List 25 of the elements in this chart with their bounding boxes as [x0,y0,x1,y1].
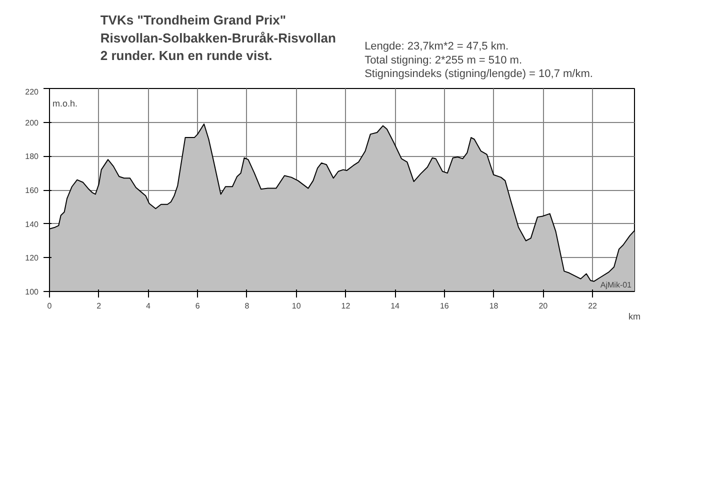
x-tick-label: 6 [195,302,200,310]
y-tick-label: 220 [25,88,40,96]
y-tick-label: 140 [25,220,40,229]
y-axis-title: m.o.h. [52,98,78,108]
x-tick-label: 12 [341,302,351,310]
x-tick-label: 20 [538,302,548,310]
x-tick-label: 8 [244,302,250,310]
y-tick-label: 180 [25,152,40,162]
x-tick-label: 4 [146,302,152,310]
x-tick-label: 0 [47,302,52,310]
x-tick-label: 16 [440,302,450,310]
x-tick-label: 14 [390,302,400,310]
y-tick-label: 160 [25,186,40,195]
x-axis-title: km [628,312,640,322]
y-tick-label: 100 [25,288,40,296]
annotation: AjMik-01 [600,280,632,290]
y-tick-label: 200 [25,118,40,128]
chart-title: TVKs "Trondheim Grand Prix" [100,12,286,28]
x-tick-label: 10 [292,302,302,310]
chart-subtitle: Risvollan-Solbakken-Bruråk-Risvollan 2 runder. Kun en runde vist. [100,30,336,63]
text: Lengde: 23,7km*2 = 47,5 km. Total stigning: 2*255 m = 510 m. Stigningsindeks (stigning/lengde) = 10,7 m/km. [364,40,593,80]
x-tick-label: 18 [489,302,499,310]
x-tick-label: 22 [588,302,598,310]
y-tick-label: 120 [25,254,40,263]
x-tick-label: 2 [96,302,102,310]
